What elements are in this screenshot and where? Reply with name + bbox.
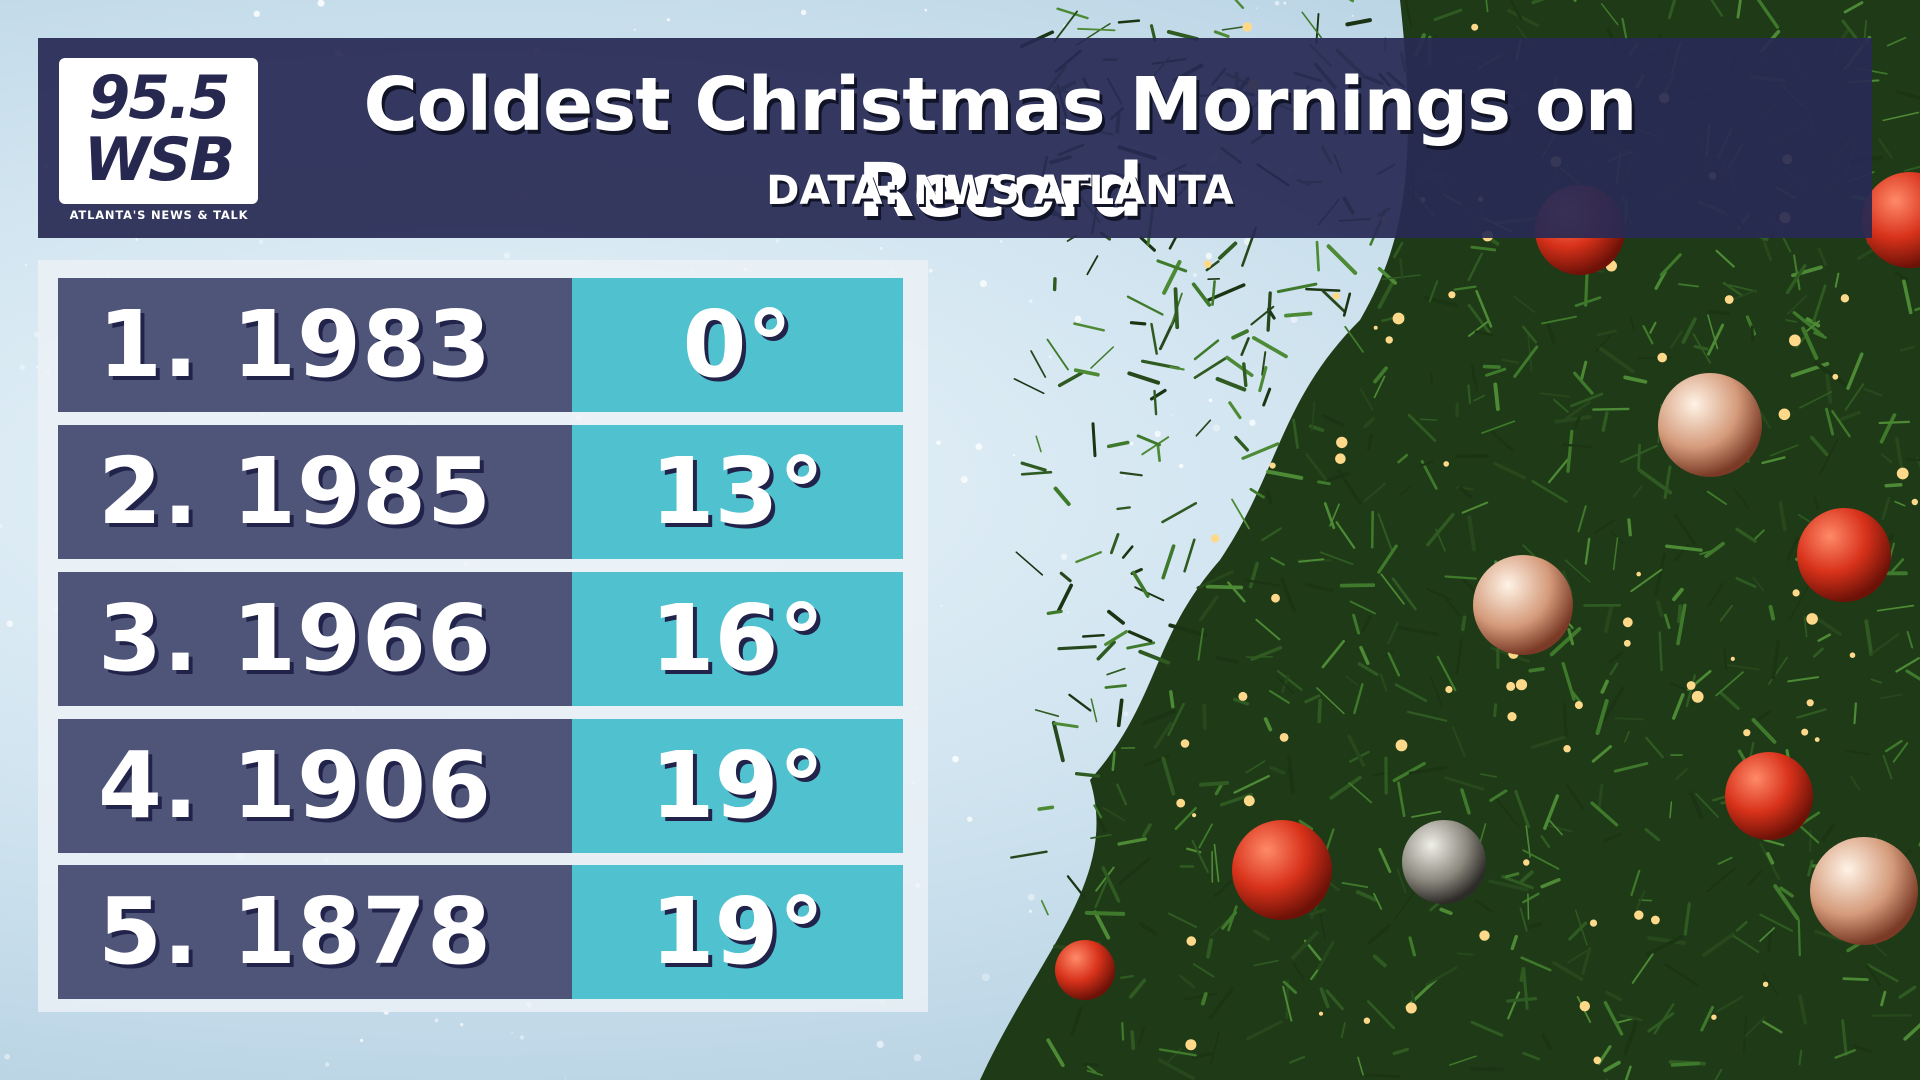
- ranking-row: 4. 1906 19°: [58, 719, 903, 853]
- ranking-temperature: 13°: [572, 425, 903, 559]
- ranking-year: 4. 1906: [58, 719, 572, 853]
- ranking-year: 3. 1966: [58, 572, 572, 706]
- logo-callsign: WSB: [83, 125, 235, 195]
- header-bar: [38, 38, 1872, 238]
- ranking-temperature: 0°: [572, 278, 903, 412]
- ranking-row: 2. 1985 13°: [58, 425, 903, 559]
- ranking-temperature: 16°: [572, 572, 903, 706]
- logo-frequency: 95.5: [88, 63, 230, 133]
- data-source: DATA: NWS ATLANTA: [766, 168, 1234, 214]
- page-title: Coldest Christmas Mornings on Record: [363, 62, 1638, 234]
- ranking-temperature: 19°: [572, 865, 903, 999]
- ranking-year: 2. 1985: [58, 425, 572, 559]
- ranking-year: 5. 1878: [58, 865, 572, 999]
- ranking-temperature: 19°: [572, 719, 903, 853]
- ranking-row: 1. 1983 0°: [58, 278, 903, 412]
- ranking-row: 3. 1966 16°: [58, 572, 903, 706]
- ranking-row: 5. 1878 19°: [58, 865, 903, 999]
- logo-tagline: ATLANTA'S NEWS & TALK: [69, 208, 249, 222]
- station-logo: 95.5 WSB: [59, 58, 258, 204]
- ranking-year: 1. 1983: [58, 278, 572, 412]
